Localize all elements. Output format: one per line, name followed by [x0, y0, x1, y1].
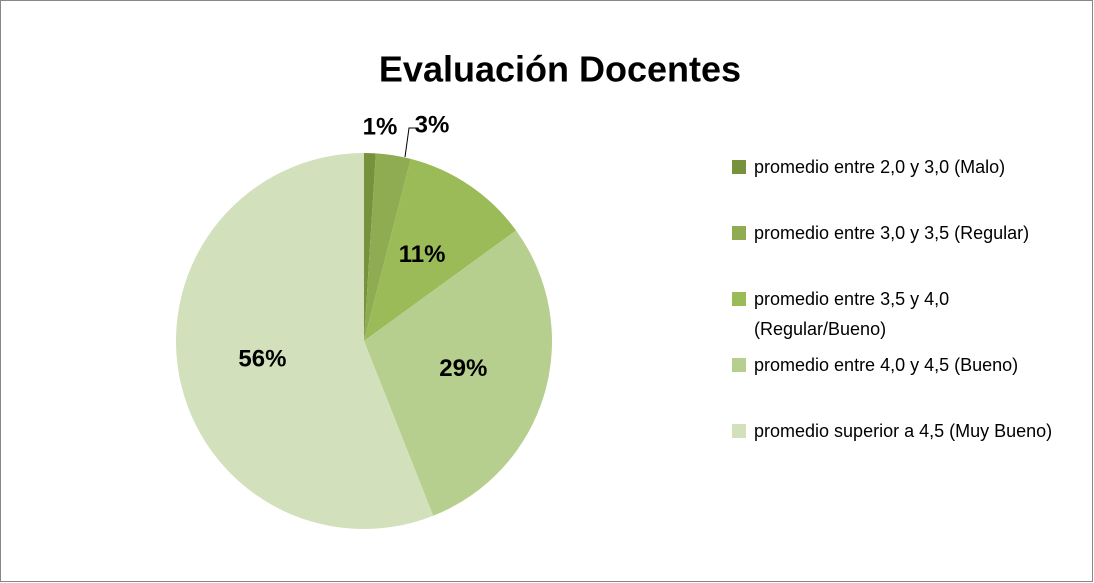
legend-swatch [732, 358, 746, 372]
data-label: 11% [399, 241, 446, 268]
legend-swatch [732, 292, 746, 306]
data-label: 3% [415, 111, 450, 138]
legend-swatch [732, 226, 746, 240]
legend-item: promedio entre 4,0 y 4,5 (Bueno) [732, 350, 1082, 380]
legend-item: promedio entre 3,5 y 4,0 (Regular/Bueno) [732, 284, 1082, 344]
pie-slice [364, 153, 376, 341]
legend-label: promedio entre 4,0 y 4,5 (Bueno) [754, 355, 1019, 375]
pie-slice [364, 158, 517, 341]
data-label: 1% [363, 113, 398, 140]
data-label: 56% [238, 346, 286, 373]
legend-item: promedio entre 3,0 y 3,5 (Regular) [732, 218, 1082, 248]
legend-label: promedio entre 3,5 y 4,0 (Regular/Bueno) [754, 289, 950, 339]
pie-slice [364, 230, 552, 516]
legend-item: promedio superior a 4,5 (Muy Bueno) [732, 416, 1082, 446]
legend-label: promedio entre 2,0 y 3,0 (Malo) [754, 157, 1006, 177]
pie-slice [175, 153, 434, 529]
chart-title: Evaluación Docentes [379, 49, 741, 90]
legend-label: promedio superior a 4,5 (Muy Bueno) [754, 421, 1053, 441]
legend-swatch [732, 160, 746, 174]
legend-label: promedio entre 3,0 y 3,5 (Regular) [754, 223, 1030, 243]
leader-line [404, 127, 418, 158]
pie-slice [364, 153, 411, 341]
legend-item: promedio entre 2,0 y 3,0 (Malo) [732, 152, 1082, 182]
data-label: 29% [439, 355, 487, 382]
legend-swatch [732, 424, 746, 438]
